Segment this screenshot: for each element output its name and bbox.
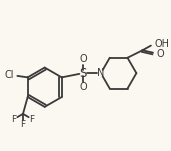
Text: F: F: [20, 120, 25, 129]
Text: Cl: Cl: [4, 71, 14, 80]
Text: N: N: [97, 68, 104, 78]
Text: O: O: [156, 49, 164, 59]
Text: F: F: [11, 114, 17, 124]
Text: O: O: [79, 82, 87, 92]
Text: S: S: [79, 67, 87, 80]
Text: F: F: [29, 114, 35, 124]
Text: OH: OH: [155, 39, 170, 49]
Text: O: O: [79, 54, 87, 64]
